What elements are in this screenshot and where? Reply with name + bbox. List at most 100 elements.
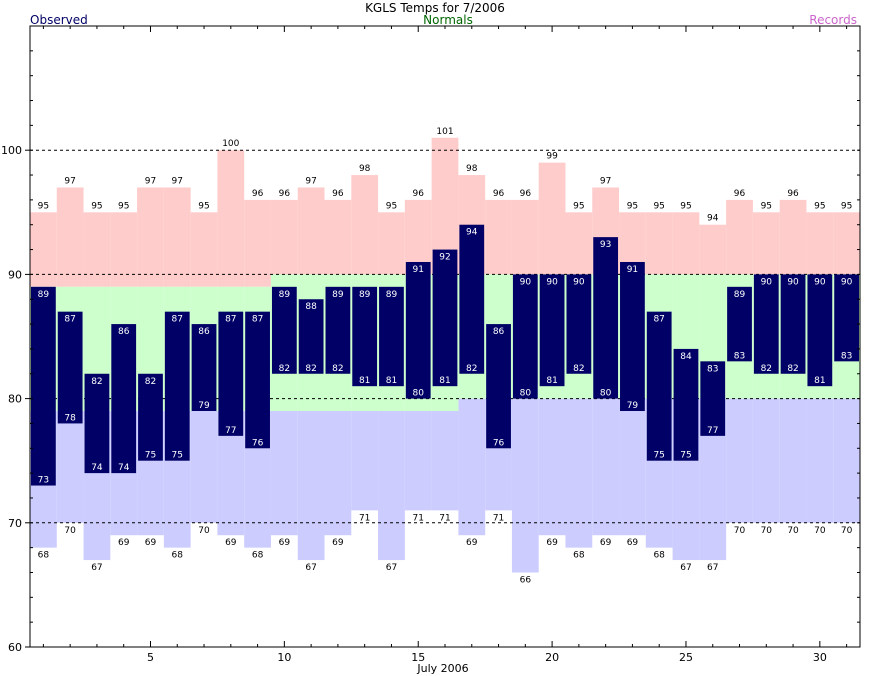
observed-bar: [620, 261, 645, 412]
record-high-label: 95: [653, 201, 664, 211]
record-low-band: [592, 398, 620, 536]
chart-title: KGLS Temps for 7/2006: [365, 1, 505, 15]
observed-bar: [218, 311, 244, 436]
record-high-label: 95: [841, 201, 852, 211]
y-tick-label: 90: [8, 268, 22, 281]
record-low-label: 70: [198, 526, 210, 536]
observed-low-label: 74: [91, 463, 103, 473]
observed-bar: [673, 348, 699, 461]
observed-bar: [298, 299, 324, 374]
observed-bar: [405, 261, 431, 399]
record-high-band: [190, 212, 218, 287]
observed-low-label: 82: [761, 364, 772, 374]
record-low-label: 67: [680, 563, 691, 573]
observed-low-label: 75: [680, 451, 691, 461]
record-low-band: [431, 411, 459, 511]
observed-high-label: 90: [814, 277, 826, 287]
observed-low-label: 82: [279, 364, 290, 374]
record-high-label: 97: [64, 176, 75, 186]
observed-low-label: 82: [332, 364, 343, 374]
observed-high-label: 87: [172, 315, 183, 325]
observed-high-label: 86: [493, 327, 505, 337]
record-low-label: 69: [466, 538, 478, 548]
record-high-band: [163, 187, 191, 287]
record-high-label: 101: [436, 127, 453, 137]
observed-bar: [539, 274, 565, 387]
x-tick-label: 25: [679, 651, 693, 664]
observed-bar: [271, 286, 297, 374]
observed-bar: [31, 286, 56, 486]
record-low-label: 69: [600, 538, 612, 548]
observed-high-label: 90: [520, 277, 532, 287]
record-high-band: [779, 199, 807, 275]
record-low-label: 70: [761, 526, 773, 536]
observed-low-label: 79: [627, 401, 639, 411]
observed-high-label: 90: [546, 277, 558, 287]
record-high-label: 95: [573, 201, 584, 211]
record-low-band: [779, 398, 807, 523]
record-low-label: 70: [814, 526, 826, 536]
record-high-label: 96: [787, 189, 799, 199]
observed-low-label: 80: [412, 389, 424, 399]
observed-bar: [57, 311, 83, 424]
record-high-label: 96: [520, 189, 532, 199]
record-high-band: [485, 199, 512, 275]
record-high-band: [297, 187, 325, 275]
x-tick-label: 5: [147, 651, 154, 664]
record-high-label: 96: [412, 189, 424, 199]
record-low-band: [833, 398, 860, 523]
record-high-band: [110, 212, 138, 287]
record-low-band: [806, 398, 834, 523]
observed-bar: [325, 286, 351, 374]
record-high-label: 96: [252, 189, 264, 199]
record-high-band: [56, 187, 84, 287]
legend-normals: Normals: [423, 13, 473, 27]
observed-bar: [84, 373, 110, 474]
observed-low-label: 77: [707, 426, 718, 436]
observed-high-label: 82: [91, 377, 102, 387]
observed-high-label: 88: [305, 302, 317, 312]
record-high-label: 95: [680, 201, 691, 211]
observed-high-label: 91: [627, 265, 638, 275]
observed-low-label: 81: [359, 376, 370, 386]
record-low-band: [378, 411, 405, 561]
record-high-band: [699, 224, 727, 275]
record-low-band: [56, 411, 84, 523]
observed-low-label: 83: [734, 351, 745, 361]
observed-high-label: 90: [761, 277, 773, 287]
record-high-label: 95: [814, 201, 825, 211]
x-tick-label: 10: [277, 651, 291, 664]
record-high-band: [270, 199, 298, 275]
observed-low-label: 80: [520, 389, 532, 399]
observed-bar: [700, 361, 726, 436]
record-high-band: [83, 212, 111, 287]
observed-high-label: 90: [573, 277, 585, 287]
y-tick-label: 80: [8, 393, 22, 406]
record-high-label: 98: [466, 164, 478, 174]
record-high-band: [404, 199, 432, 275]
observed-high-label: 83: [707, 364, 718, 374]
record-high-label: 95: [386, 201, 397, 211]
record-low-label: 71: [359, 513, 370, 523]
observed-low-label: 77: [225, 426, 236, 436]
record-low-label: 67: [305, 563, 316, 573]
record-low-band: [726, 398, 753, 523]
observed-high-label: 87: [225, 315, 236, 325]
x-tick-label: 20: [545, 651, 559, 664]
observed-bar: [807, 274, 833, 387]
record-high-label: 99: [546, 152, 558, 162]
observed-high-label: 93: [600, 240, 611, 250]
record-high-band: [137, 187, 164, 287]
observed-low-label: 75: [653, 451, 664, 461]
record-high-label: 95: [627, 201, 638, 211]
record-low-label: 68: [653, 551, 665, 561]
record-high-band: [324, 199, 352, 275]
record-low-label: 70: [734, 526, 746, 536]
observed-high-label: 87: [252, 315, 263, 325]
record-high-band: [806, 212, 834, 275]
record-high-band: [217, 150, 245, 287]
record-low-band: [270, 411, 298, 536]
legend-records: Records: [809, 13, 857, 27]
record-high-label: 96: [493, 189, 505, 199]
observed-bar: [111, 324, 137, 474]
